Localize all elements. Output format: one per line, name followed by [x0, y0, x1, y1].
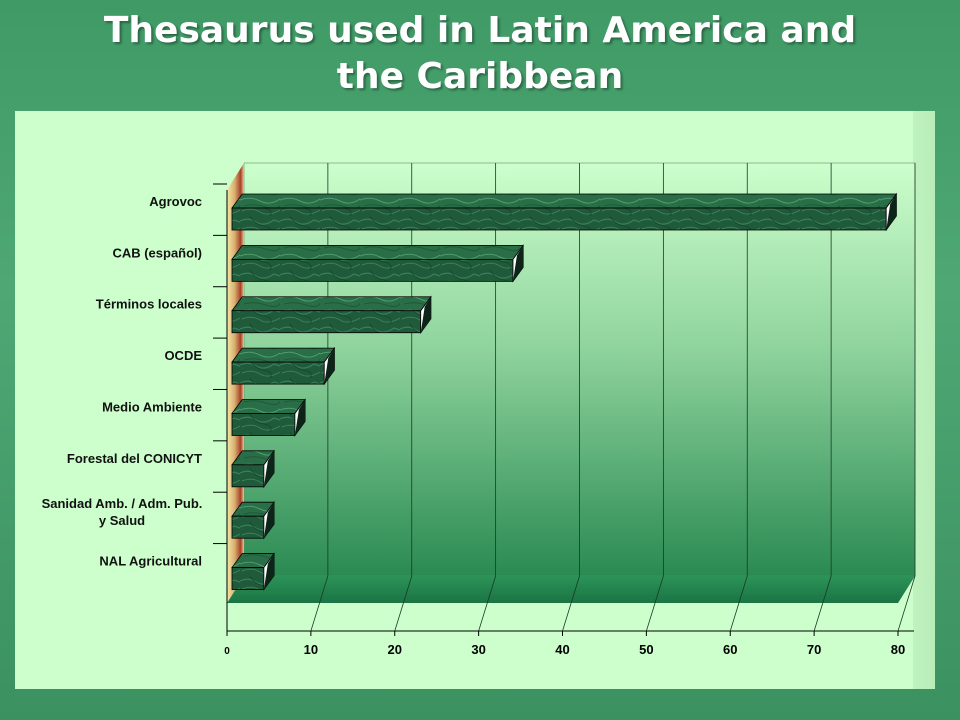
bar-end-shadow [263, 450, 275, 487]
x-tick-labels: 0 10 20 30 40 50 60 70 80 [224, 642, 905, 657]
category-label: Forestal del CONICYT [67, 451, 202, 466]
floor-gridline [813, 575, 832, 632]
bar-end-shadow [263, 553, 275, 590]
category-label: Agrovoc [149, 194, 202, 209]
bar [231, 258, 514, 282]
floor [227, 576, 915, 603]
bar-group [213, 440, 275, 489]
chart-panel-edge [913, 111, 935, 689]
bar-group [213, 183, 898, 232]
x-tick-label: 30 [471, 642, 485, 657]
bar-top [231, 399, 306, 414]
bar [231, 207, 887, 231]
bar-group [213, 543, 275, 591]
category-label: Términos locales [96, 297, 202, 312]
bar [231, 413, 296, 436]
x-tick-label: 20 [388, 642, 402, 657]
bar [231, 515, 265, 539]
bar-top [231, 193, 898, 209]
bar-end-shadow [512, 245, 524, 282]
category-label-line: Sanidad Amb. / Adm. Pub. [42, 496, 203, 511]
category-label: Sanidad Amb. / Adm. Pub. y Salud [42, 496, 203, 528]
bar-end-shadow [263, 502, 275, 539]
floor-front [227, 603, 898, 631]
x-tick-label: 50 [639, 642, 653, 657]
bar [231, 567, 265, 590]
slide-title: Thesaurus used in Latin America and the … [0, 8, 960, 100]
x-tick-label: 60 [723, 642, 737, 657]
x-tick-label: 80 [891, 642, 905, 657]
category-label: NAL Agricultural [99, 554, 202, 569]
title-line-2: the Caribbean [336, 56, 624, 97]
bar-group [213, 491, 275, 540]
floor-gridline [310, 575, 329, 632]
floor-gridline [645, 575, 664, 632]
title-line-1: Thesaurus used in Latin America and [103, 10, 857, 51]
chart-bars [213, 183, 898, 591]
x-tick-label: 10 [304, 642, 318, 657]
floor-gridline [478, 575, 497, 632]
bar-top [231, 347, 336, 363]
bar [231, 310, 422, 334]
floor-gridline [729, 575, 748, 632]
x-tick-label: 0 [224, 646, 230, 657]
bar-end-shadow [294, 399, 306, 436]
category-label-line: y Salud [99, 513, 145, 528]
bar-group [213, 337, 336, 386]
bar [231, 464, 265, 488]
category-label: OCDE [164, 348, 202, 363]
chart-walls [226, 162, 916, 632]
bar-end-shadow [886, 194, 897, 230]
bar [231, 361, 325, 385]
bar-top [231, 244, 524, 260]
floor-gridline [897, 575, 916, 632]
bar-top [231, 296, 432, 312]
category-labels: Agrovoc CAB (español) Términos locales OCDE… [42, 194, 203, 569]
x-tick-label: 40 [555, 642, 569, 657]
x-tick-label: 70 [807, 642, 821, 657]
bar-end-shadow [324, 348, 335, 385]
category-label: Medio Ambiente [102, 399, 202, 414]
category-label: CAB (español) [112, 245, 202, 260]
bar-group [213, 388, 306, 437]
bar-group [213, 234, 524, 283]
bar-group [213, 286, 432, 334]
floor-gridline [562, 575, 580, 632]
floor-gridline [394, 575, 413, 632]
bar-end-shadow [420, 296, 431, 333]
